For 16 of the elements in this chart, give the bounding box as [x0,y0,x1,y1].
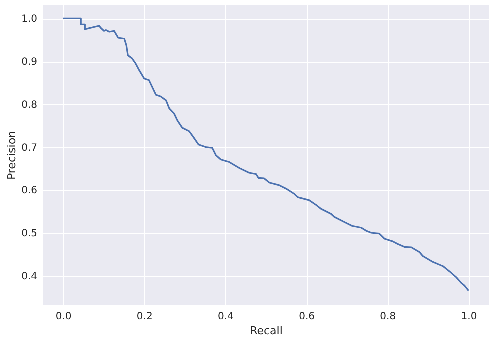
y-tick-label: 0.8 [22,100,38,111]
x-tick-label: 1.0 [461,312,478,322]
x-tick-label: 0.4 [218,312,234,322]
y-tick-label: 0.9 [22,57,38,68]
y-tick-label: 0.4 [22,271,38,282]
x-axis-title: Recall [250,324,283,338]
y-tick-label: 0.7 [22,142,38,154]
x-tick-label: 0.2 [136,312,153,322]
x-tick-label: 0.6 [299,312,315,322]
x-tick-label: 0.8 [380,312,396,322]
y-tick-label: 0.6 [22,186,38,197]
y-axis-title: Precision [6,130,19,180]
line-series [62,18,470,292]
x-tick-label: 0.0 [56,312,72,322]
y-tick-label: 1.0 [22,14,38,26]
y-tick-label: 0.5 [22,228,38,240]
